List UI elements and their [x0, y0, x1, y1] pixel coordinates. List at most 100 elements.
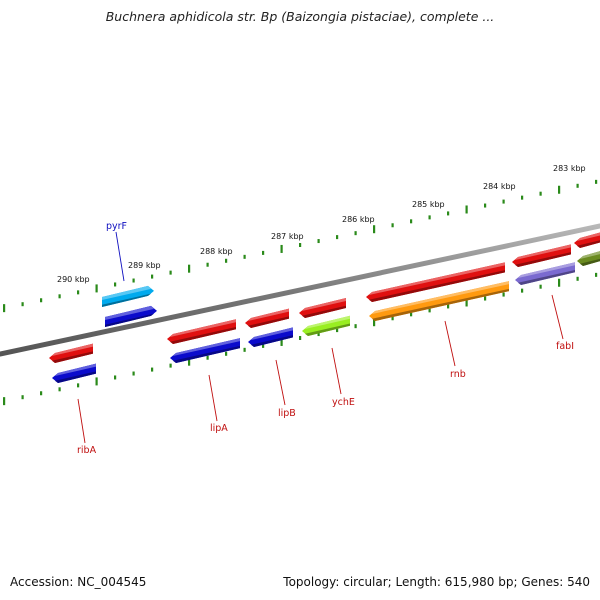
- reverse-tick-mark: [280, 337, 283, 346]
- summary-text: Topology: circular; Length: 615,980 bp; …: [283, 575, 590, 589]
- fabI-gene-bar: [512, 244, 571, 267]
- reverse-tick-mark: [206, 355, 209, 360]
- page-title: Buchnera aphidicola str. Bp (Baizongia p…: [105, 9, 495, 24]
- reverse-tick-mark: [447, 304, 450, 309]
- reverse-tick-track: [3, 272, 598, 406]
- reverse-tick-mark: [3, 397, 6, 406]
- ribA-label: ribA: [77, 445, 97, 456]
- rnb-leader-line: [444, 320, 456, 367]
- tick-label: 287 kbp: [271, 232, 304, 241]
- reverse-tick-mark: [410, 312, 413, 317]
- lipA-gene-bar: [167, 319, 236, 344]
- reverse-tick-mark: [132, 371, 135, 376]
- gene-features: [49, 232, 600, 383]
- reverse-tick-mark: [58, 387, 61, 392]
- forward-tick-mark: [447, 211, 450, 216]
- fabI-leader-line: [551, 294, 564, 340]
- pyrF-cog-bar: [102, 285, 154, 307]
- reverse-tick-mark: [262, 343, 265, 348]
- reverse-tick-mark: [169, 363, 172, 368]
- reverse-tick-mark: [502, 292, 505, 297]
- reverse-tick-mark: [465, 298, 468, 307]
- forward-tick-mark: [243, 254, 246, 259]
- reverse-tick-mark: [576, 276, 579, 281]
- forward-tick-mark: [151, 274, 154, 279]
- rnb-cog-bar: [369, 281, 509, 321]
- ribA-cog-bar: [52, 363, 96, 383]
- reverse-tick-mark: [595, 272, 598, 277]
- reverse-tick-mark: [391, 316, 394, 321]
- lipB-leader-line: [275, 359, 286, 406]
- forward-tick-mark: [539, 191, 542, 196]
- ribA-gene-bar: [49, 343, 93, 363]
- reverse-tick-mark: [151, 367, 154, 372]
- pyrF-leader-line: [115, 231, 125, 282]
- forward-tick-mark: [77, 290, 80, 295]
- forward-tick-mark: [21, 302, 24, 307]
- reverse-tick-mark: [539, 284, 542, 289]
- forward-tick-track: [3, 179, 598, 313]
- reverse-tick-mark: [95, 377, 98, 386]
- reverse-tick-mark: [225, 351, 228, 356]
- forward-tick-mark: [391, 223, 394, 228]
- ychE-leader-line: [331, 347, 342, 395]
- forward-tick-mark: [502, 199, 505, 204]
- forward-tick-mark: [595, 179, 598, 184]
- ychE-gene-bar: [299, 297, 346, 318]
- reverse-tick-mark: [243, 347, 246, 352]
- gene-labels: pyrF ribA lipA lipB ychE rnb fabI: [77, 221, 574, 456]
- forward-tick-mark: [132, 278, 135, 283]
- tick-label: 283 kbp: [553, 164, 586, 173]
- tick-label: 284 kbp: [483, 182, 516, 191]
- reverse-tick-mark: [484, 296, 487, 301]
- tick-label: 285 kbp: [412, 200, 445, 209]
- forward-tick-mark: [206, 262, 209, 267]
- forward-tick-mark: [3, 304, 6, 313]
- edge-gene-bar: [574, 232, 600, 248]
- lipB-gene-bar: [245, 308, 289, 328]
- forward-tick-mark: [317, 239, 320, 244]
- forward-tick-mark: [576, 183, 579, 188]
- reverse-tick-mark: [299, 336, 302, 340]
- tick-label: 290 kbp: [57, 275, 90, 284]
- reverse-tick-mark: [558, 278, 561, 287]
- tick-label: 289 kbp: [128, 261, 161, 270]
- forward-tick-mark: [280, 244, 283, 253]
- tick-label: 288 kbp: [200, 247, 233, 256]
- forward-tick-mark: [410, 219, 413, 224]
- pyrF-label: pyrF: [106, 221, 127, 232]
- lipB-cog-bar: [248, 327, 293, 347]
- forward-tick-mark: [262, 250, 265, 255]
- reverse-tick-mark: [77, 383, 80, 388]
- forward-tick-mark: [58, 294, 61, 299]
- genome-backbone: [0, 223, 600, 357]
- lipB-label: lipB: [278, 408, 296, 419]
- ribA-leader-line: [77, 398, 86, 444]
- reverse-tick-mark: [336, 328, 339, 333]
- forward-tick-mark: [465, 205, 468, 214]
- tick-label: 286 kbp: [342, 215, 375, 224]
- forward-tick-mark: [114, 282, 117, 287]
- reverse-tick-mark: [428, 308, 431, 313]
- pyrF-gene-bar: [105, 305, 157, 327]
- fabI-cog-bar: [515, 262, 575, 285]
- lipA-cog-bar: [170, 338, 240, 363]
- tick-labels: 290 kbp 289 kbp 288 kbp 287 kbp 286 kbp 285 k…: [57, 164, 586, 284]
- reverse-tick-mark: [354, 324, 357, 329]
- lipA-leader-line: [208, 374, 218, 422]
- forward-tick-mark: [225, 258, 228, 263]
- forward-tick-mark: [373, 225, 376, 234]
- forward-tick-mark: [299, 243, 302, 247]
- forward-tick-mark: [428, 215, 431, 220]
- reverse-tick-mark: [114, 375, 117, 380]
- reverse-tick-mark: [21, 395, 24, 400]
- reverse-tick-mark: [188, 357, 191, 366]
- rnb-gene-bar: [366, 262, 505, 302]
- ychE-label: ychE: [332, 397, 355, 408]
- fabI-label: fabI: [556, 341, 574, 352]
- rnb-label: rnb: [450, 369, 466, 380]
- forward-tick-mark: [95, 284, 98, 293]
- lipA-label: lipA: [210, 423, 228, 434]
- reverse-tick-mark: [40, 391, 43, 396]
